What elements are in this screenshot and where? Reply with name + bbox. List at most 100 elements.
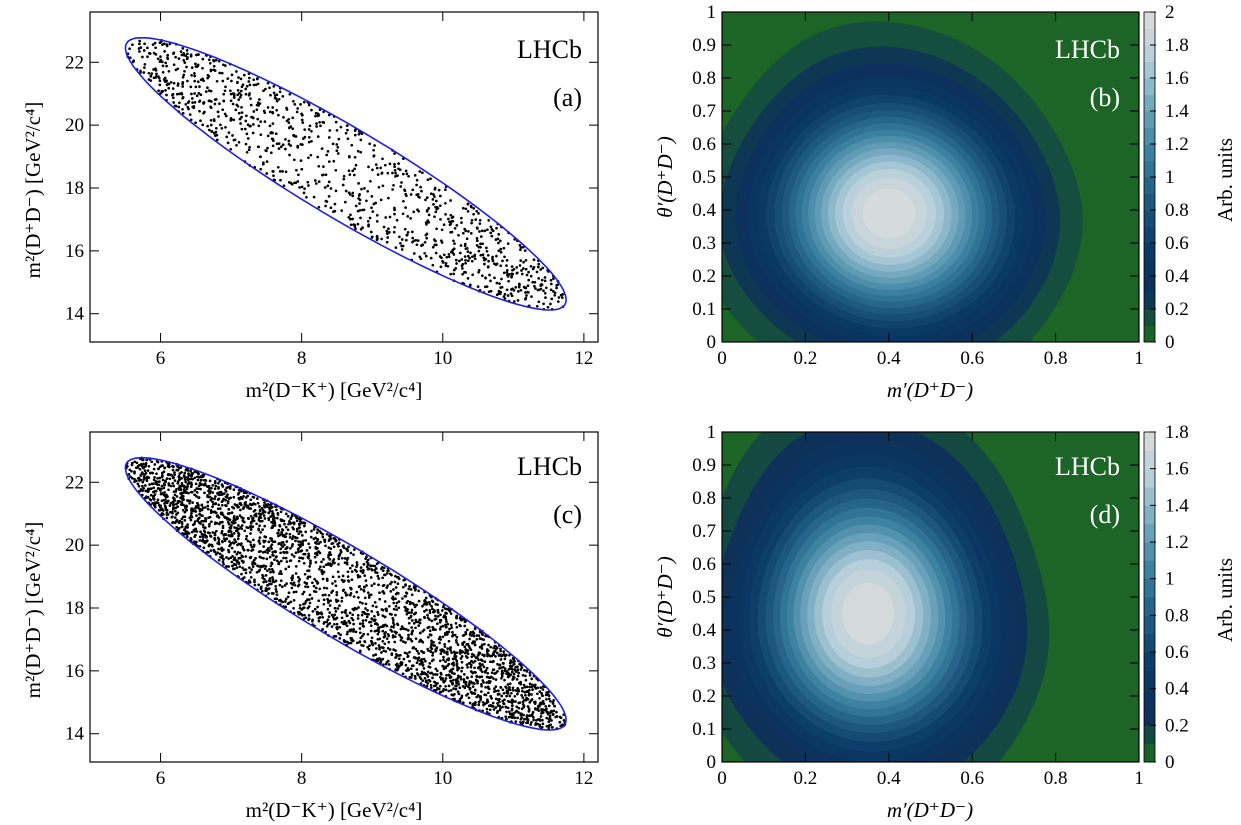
data-point xyxy=(460,660,464,664)
data-point xyxy=(352,630,355,633)
data-point xyxy=(498,708,502,712)
data-point xyxy=(438,194,442,198)
data-point xyxy=(244,87,248,91)
data-point xyxy=(406,629,410,632)
data-point xyxy=(493,672,497,675)
data-point xyxy=(189,485,193,489)
data-point xyxy=(502,653,506,657)
data-point xyxy=(160,475,164,479)
data-point xyxy=(348,628,352,632)
data-point xyxy=(148,471,152,475)
data-point xyxy=(445,625,448,629)
data-point xyxy=(307,103,311,107)
data-point xyxy=(477,700,481,704)
data-point xyxy=(220,530,224,533)
data-point xyxy=(138,50,141,53)
data-point xyxy=(270,543,274,546)
data-point xyxy=(521,721,525,725)
data-point xyxy=(399,241,402,245)
data-point xyxy=(402,657,406,661)
data-point xyxy=(536,692,539,696)
data-point xyxy=(324,204,327,208)
data-point xyxy=(226,520,230,524)
data-point xyxy=(137,477,141,480)
y-tick-label: 0.1 xyxy=(692,299,716,320)
data-point xyxy=(277,113,280,117)
data-point xyxy=(289,181,293,185)
data-point xyxy=(208,61,212,65)
data-point xyxy=(450,626,454,629)
data-point xyxy=(177,474,181,478)
data-point xyxy=(203,506,207,509)
data-point xyxy=(255,570,259,574)
data-point xyxy=(139,474,143,477)
y-tick-label: 0.1 xyxy=(692,719,716,740)
data-point xyxy=(185,49,189,52)
data-point xyxy=(272,519,276,523)
contour-band xyxy=(842,582,895,645)
data-point xyxy=(441,635,445,639)
data-point xyxy=(235,143,238,147)
data-point xyxy=(362,588,366,592)
data-point xyxy=(271,110,275,114)
data-point xyxy=(301,143,304,146)
data-point xyxy=(414,647,418,651)
data-point xyxy=(406,230,410,234)
data-point xyxy=(318,612,321,615)
data-point xyxy=(394,604,398,608)
data-point xyxy=(221,513,225,517)
y-tick-label: 0.4 xyxy=(692,200,716,221)
data-point xyxy=(265,503,268,507)
y-tick-label: 0.8 xyxy=(692,68,716,89)
data-point xyxy=(461,641,464,645)
data-point xyxy=(475,227,479,230)
y-tick-label: 0.8 xyxy=(692,488,716,509)
data-point xyxy=(186,523,189,526)
data-point xyxy=(304,616,308,620)
data-point xyxy=(457,233,460,237)
data-point xyxy=(175,92,179,96)
x-tick-label: 0.4 xyxy=(877,768,901,789)
data-point xyxy=(455,625,459,629)
data-point xyxy=(198,85,201,88)
data-point xyxy=(232,138,236,142)
data-point xyxy=(306,555,310,559)
data-point xyxy=(508,712,512,716)
data-point xyxy=(252,538,255,542)
data-point xyxy=(337,575,341,579)
data-point xyxy=(418,675,422,679)
data-point xyxy=(230,520,234,524)
data-point xyxy=(392,230,396,234)
data-point xyxy=(239,122,242,125)
data-point xyxy=(213,533,217,537)
data-point xyxy=(338,637,342,640)
data-point xyxy=(309,535,313,539)
data-point xyxy=(284,535,288,538)
data-point xyxy=(228,529,232,532)
data-point xyxy=(497,289,501,293)
data-point xyxy=(275,555,278,558)
data-point xyxy=(183,489,186,493)
data-point xyxy=(469,232,473,235)
data-point xyxy=(156,483,159,487)
data-point xyxy=(541,708,545,711)
data-point xyxy=(439,218,442,221)
data-point xyxy=(302,191,306,195)
data-point xyxy=(441,689,445,693)
data-point xyxy=(285,119,289,123)
data-point xyxy=(408,650,411,654)
data-point xyxy=(329,553,333,557)
data-point xyxy=(330,625,334,628)
data-point xyxy=(447,252,451,256)
data-point xyxy=(383,615,387,619)
data-point xyxy=(544,693,548,697)
data-point xyxy=(215,138,219,142)
data-point xyxy=(296,180,300,183)
data-point xyxy=(327,539,331,543)
data-point xyxy=(434,667,438,671)
data-point xyxy=(206,531,210,534)
data-point xyxy=(455,262,458,265)
data-point xyxy=(463,645,467,649)
data-point xyxy=(355,561,359,564)
data-point xyxy=(423,252,427,255)
